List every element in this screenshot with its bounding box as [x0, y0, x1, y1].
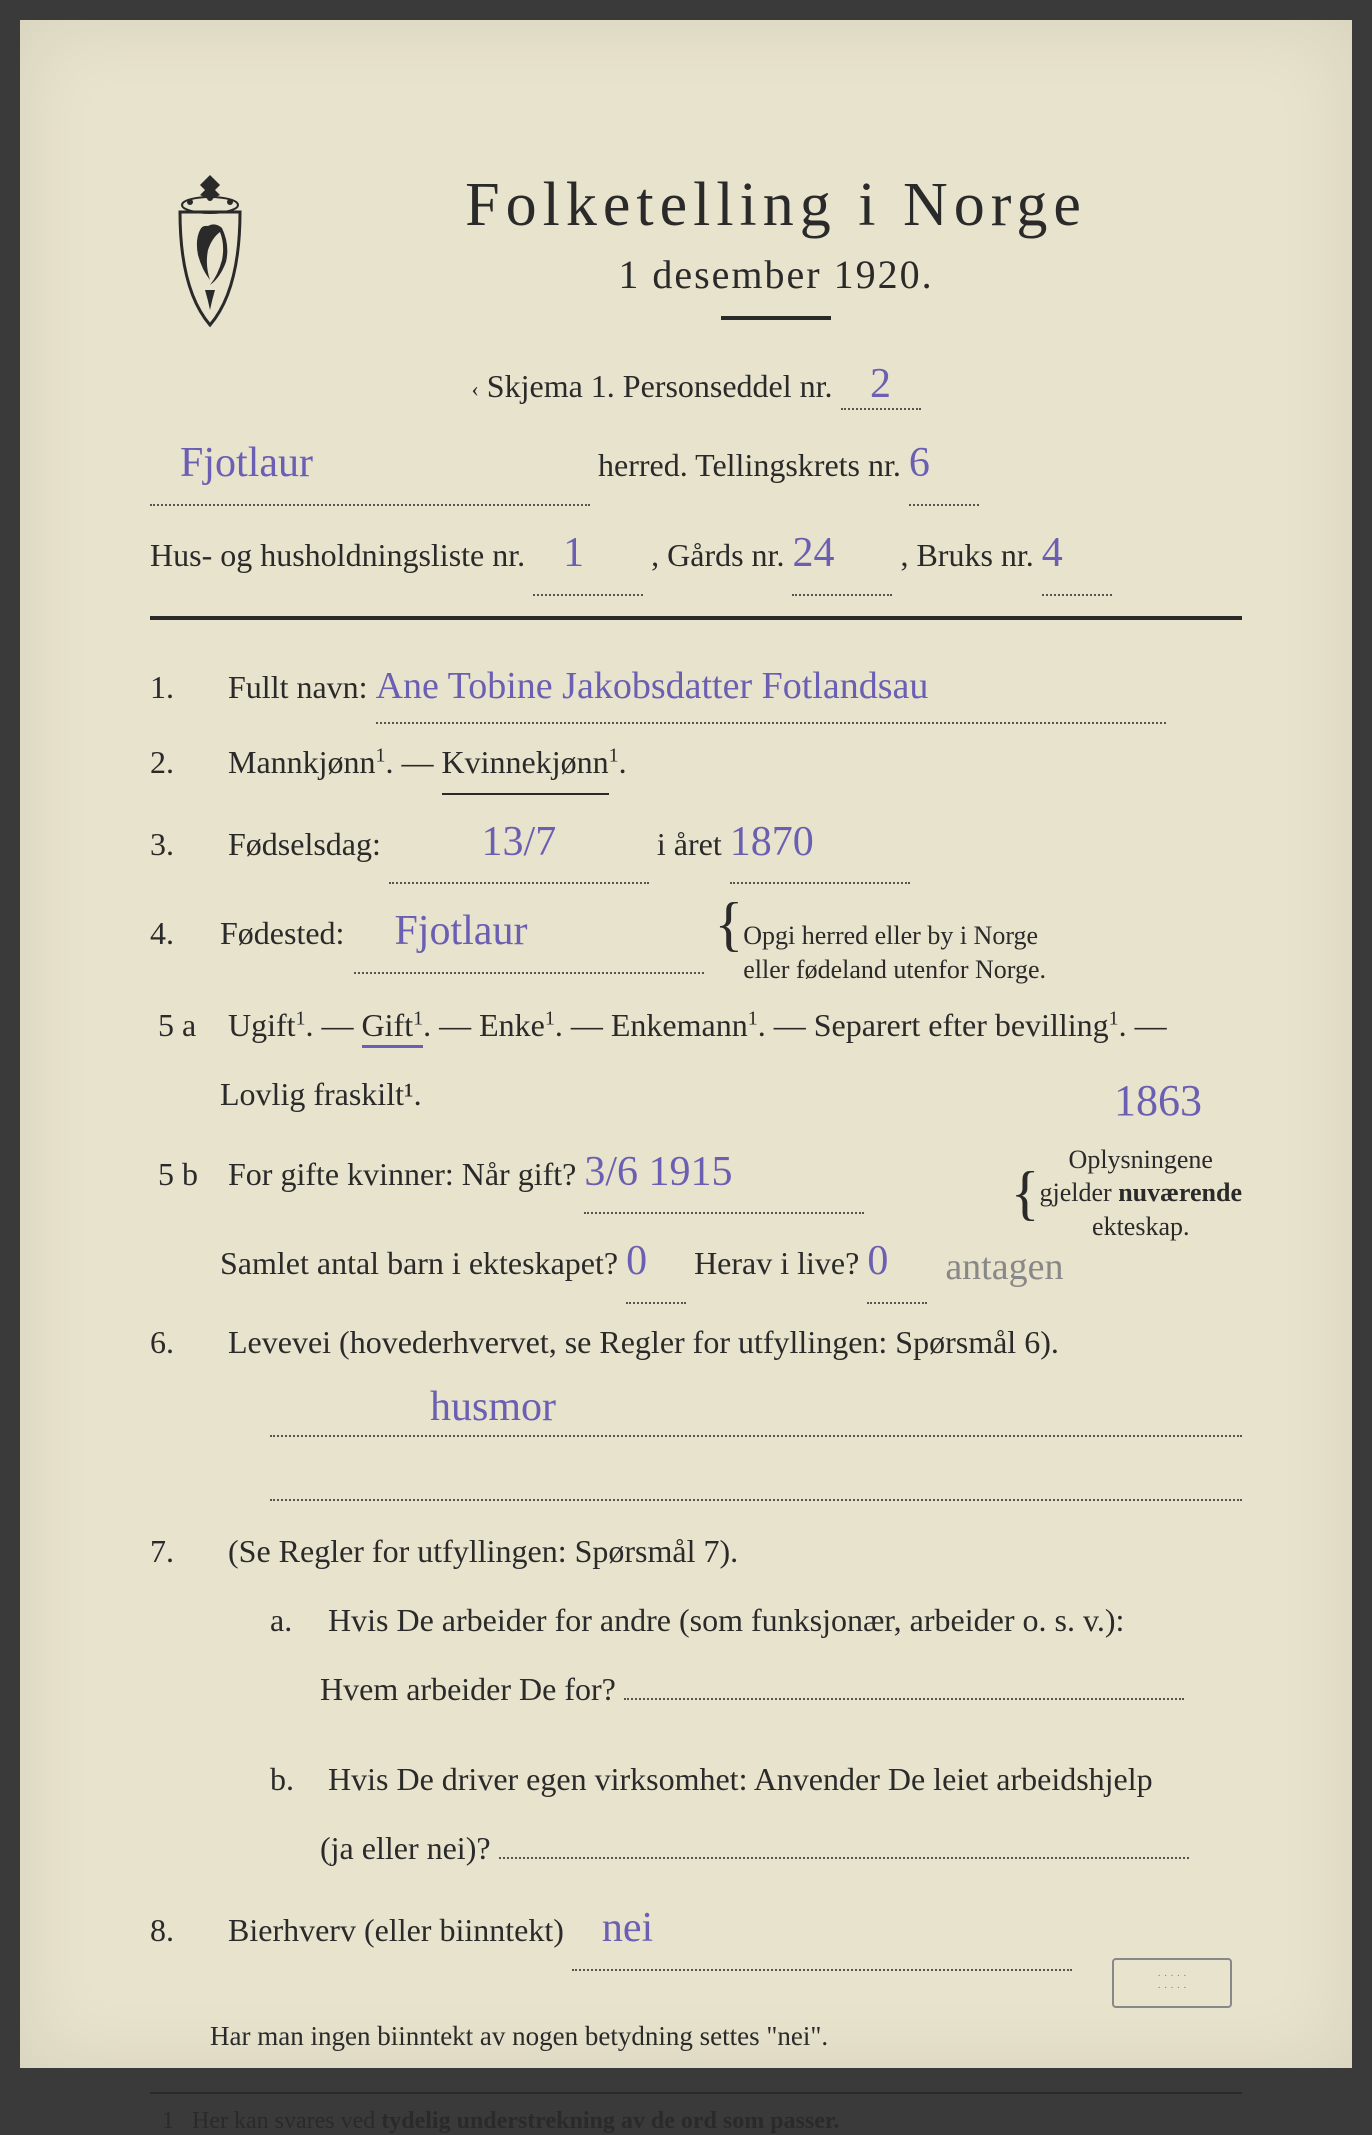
- q5b-live: 0: [867, 1222, 888, 1302]
- bottom-note: Har man ingen biinntekt av nogen betydni…: [150, 2011, 1242, 2062]
- q7a-line1: Hvis De arbeider for andre (som funksjon…: [328, 1602, 1124, 1638]
- q5a-num: 5 a: [150, 995, 220, 1056]
- q7b-letter: b.: [270, 1749, 320, 1810]
- footnote-num: 1: [162, 2108, 174, 2134]
- q8-num: 8.: [150, 1900, 220, 1961]
- q7-num: 7.: [150, 1521, 220, 1582]
- q6-value: husmor: [430, 1383, 556, 1431]
- printer-stamp: · · · · ·· · · · ·: [1112, 1958, 1232, 2008]
- q3-day: 13/7: [482, 803, 557, 883]
- q6-fill-1: husmor: [270, 1383, 1242, 1437]
- stamp-text: · · · · ·· · · · ·: [1157, 1970, 1186, 1994]
- divider-1: [150, 616, 1242, 620]
- q5a-line2: Lovlig fraskilt¹. 1863: [150, 1064, 1242, 1125]
- margin-year: 1863: [1114, 1059, 1202, 1143]
- crest-svg: [150, 170, 270, 330]
- q7-label: (Se Regler for utfyllingen: Spørsmål 7).: [228, 1533, 738, 1569]
- q2: 2. Mannkjønn1. — Kvinnekjønn1.: [150, 732, 1242, 795]
- q3-mid: i året: [657, 826, 722, 862]
- q5b-barn: 0: [626, 1222, 647, 1302]
- q2-label2: Kvinnekjønn: [442, 732, 609, 795]
- q1-label: Fullt navn:: [228, 669, 368, 705]
- q5a: 5 a Ugift1. — Gift1. — Enke1. — Enkemann…: [150, 995, 1242, 1056]
- caret-icon: ‹: [471, 377, 478, 402]
- q4-note: Opgi herred eller by i Norge eller fødel…: [743, 919, 1046, 987]
- divider-2: [150, 2092, 1242, 2094]
- title-rule: [721, 316, 831, 320]
- q7b-2: (ja eller nei)?: [150, 1818, 1242, 1879]
- q5b-1: 5 b For gifte kvinner: Når gift? 3/6 191…: [150, 1133, 1242, 1215]
- footnote: 1 Her kan svares ved tydelig understrekn…: [150, 2108, 1242, 2135]
- q3-year: 1870: [730, 803, 814, 883]
- q1: 1. Fullt navn: Ane Tobine Jakobsdatter F…: [150, 650, 1242, 724]
- q6-num: 6.: [150, 1312, 220, 1373]
- subtitle: 1 desember 1920.: [310, 251, 1242, 298]
- q5b-date: 3/6 1915: [584, 1133, 732, 1213]
- skjema-line: ‹ Skjema 1. Personseddel nr. 2: [150, 360, 1242, 410]
- q3: 3. Fødselsdag: 13/7 i året 1870: [150, 803, 1242, 885]
- q4-note2: eller fødeland utenfor Norge.: [743, 955, 1046, 984]
- q6-label: Levevei (hovederhvervet, se Regler for u…: [228, 1324, 1059, 1360]
- herred-label: herred. Tellingskrets nr.: [598, 447, 901, 483]
- skjema-label: Skjema 1. Personseddel nr.: [487, 368, 833, 404]
- q5b-extra: antagen: [945, 1246, 1063, 1288]
- main-title: Folketelling i Norge: [310, 170, 1242, 241]
- q5b-label3: Herav i live?: [694, 1245, 859, 1281]
- q5b-label1: For gifte kvinner: Når gift?: [228, 1156, 576, 1192]
- q3-num: 3.: [150, 814, 220, 875]
- herred-name: Fjotlaur: [150, 424, 313, 504]
- q7: 7. (Se Regler for utfyllingen: Spørsmål …: [150, 1521, 1242, 1582]
- q1-num: 1.: [150, 657, 220, 718]
- q4-label: Fødested:: [220, 903, 344, 964]
- q1-value: Ane Tobine Jakobsdatter Fotlandsau: [376, 650, 929, 722]
- q2-dash: —: [402, 744, 442, 780]
- q4-value: Fjotlaur: [354, 892, 527, 972]
- brace-icon-2: {: [1011, 1169, 1040, 1217]
- q4-num: 4.: [150, 903, 220, 964]
- q2-label1: Mannkjønn: [228, 744, 376, 780]
- hus-label2: , Gårds nr.: [651, 537, 784, 573]
- q8: 8. Bierhverv (eller biinntekt) nei: [150, 1889, 1242, 1971]
- q7a-1: a. Hvis De arbeider for andre (som funks…: [150, 1590, 1242, 1651]
- q7b-1: b. Hvis De driver egen virksomhet: Anven…: [150, 1749, 1242, 1810]
- q5a-opts2: Lovlig fraskilt¹.: [220, 1076, 422, 1112]
- q3-label: Fødselsdag:: [228, 826, 381, 862]
- herred-line: Fjotlaur herred. Tellingskrets nr. 6: [150, 424, 1242, 506]
- gards-nr: 24: [792, 514, 834, 594]
- q7b-line2: (ja eller nei)?: [320, 1830, 491, 1866]
- bruks-nr: 4: [1042, 514, 1063, 594]
- q8-label: Bierhverv (eller biinntekt): [228, 1912, 564, 1948]
- q5b-note1: Oplysningene: [1069, 1145, 1213, 1174]
- title-block: Folketelling i Norge 1 desember 1920.: [310, 170, 1242, 350]
- q5b-num: 5 b: [150, 1144, 220, 1205]
- coat-of-arms-icon: [150, 170, 270, 330]
- census-form-page: Folketelling i Norge 1 desember 1920. ‹ …: [20, 20, 1352, 2068]
- q8-value: nei: [572, 1889, 653, 1969]
- gift-selected: Gift1: [362, 1007, 424, 1048]
- hus-nr: 1: [533, 514, 584, 594]
- brace-icon: {: [714, 900, 743, 948]
- q2-num: 2.: [150, 732, 220, 793]
- q4: 4. Fødested: Fjotlaur { Opgi herred elle…: [150, 892, 1242, 987]
- q7a-line2: Hvem arbeider De for?: [320, 1671, 616, 1707]
- q6: 6. Levevei (hovederhvervet, se Regler fo…: [150, 1312, 1242, 1373]
- q5b-2: Samlet antal barn i ekteskapet? 0 Herav …: [150, 1222, 1242, 1304]
- q4-note1: Opgi herred eller by i Norge: [743, 921, 1038, 950]
- hus-label3: , Bruks nr.: [900, 537, 1033, 573]
- hus-line: Hus- og husholdningsliste nr. 1 , Gårds …: [150, 514, 1242, 596]
- q7a-letter: a.: [270, 1590, 320, 1651]
- q5b-note2: gjelder nuværende: [1040, 1178, 1242, 1207]
- q7b-line1: Hvis De driver egen virksomhet: Anvender…: [328, 1761, 1153, 1797]
- hus-label1: Hus- og husholdningsliste nr.: [150, 537, 525, 573]
- q6-fill-2: [270, 1447, 1242, 1501]
- personseddel-nr: 2: [870, 360, 891, 408]
- header: Folketelling i Norge 1 desember 1920.: [150, 170, 1242, 350]
- krets-nr: 6: [909, 424, 930, 504]
- q5b-label2: Samlet antal barn i ekteskapet?: [220, 1245, 618, 1281]
- q7a-2: Hvem arbeider De for?: [150, 1659, 1242, 1720]
